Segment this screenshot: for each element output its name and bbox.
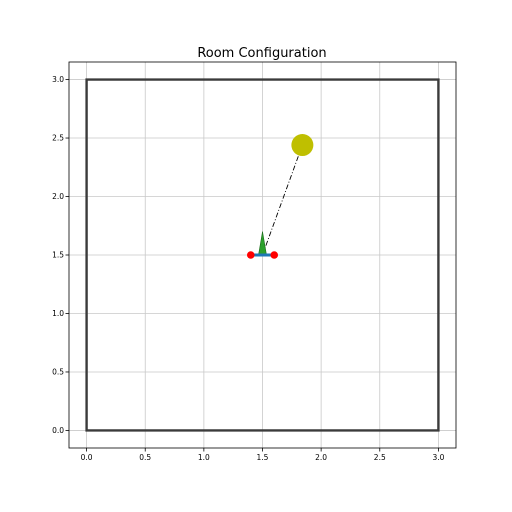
chart-marks [85,78,440,432]
receiver-orientation-arrow [258,231,267,256]
source-direction-line [262,144,303,256]
microphone-marker [246,251,255,259]
y-tick-label: 3.0 [52,75,64,84]
axis-ticks: 0.0 0.5 1.0 1.5 2.0 2.5 3.0 0.0 0.5 1.0 1.5 2.0 2.5 3… [52,75,445,462]
y-tick-label: 1.0 [52,309,64,318]
x-tick-label: 2.5 [374,453,386,462]
x-tick-label: 2.0 [315,453,327,462]
microphone-marker [270,251,279,259]
x-tick-label: 1.0 [198,453,210,462]
y-tick-label: 0.5 [52,368,64,377]
x-tick-label: 0.0 [81,453,93,462]
y-tick-label: 1.5 [52,251,64,260]
y-tick-label: 0.0 [52,426,64,435]
axes-frame [68,61,457,449]
room-walls [85,78,440,432]
x-tick-label: 1.5 [257,453,269,462]
x-tick-label: 3.0 [432,453,444,462]
y-tick-label: 2.0 [52,192,64,201]
sound-source-marker [291,134,314,157]
chart-title: Room Configuration [197,46,326,61]
y-tick-label: 2.5 [52,134,64,143]
x-tick-label: 0.5 [139,453,151,462]
